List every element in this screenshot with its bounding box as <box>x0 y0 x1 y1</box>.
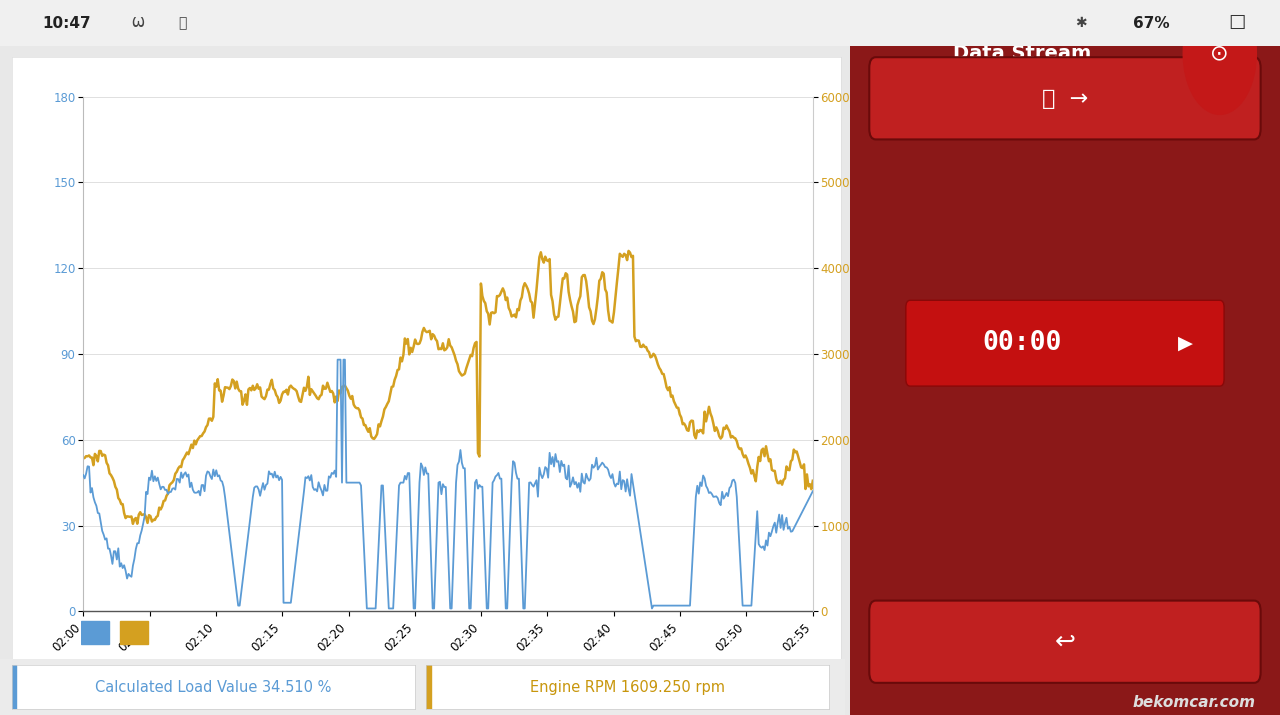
Bar <box>12 665 17 709</box>
Text: ⊙: ⊙ <box>1211 44 1229 64</box>
Bar <box>81 621 109 644</box>
Text: 00:00: 00:00 <box>982 330 1061 356</box>
FancyBboxPatch shape <box>869 601 1261 683</box>
Text: Calculated Load Value 34.510 %: Calculated Load Value 34.510 % <box>95 680 332 694</box>
Text: bekomcar.com: bekomcar.com <box>1133 695 1256 709</box>
Text: Data Stream: Data Stream <box>952 44 1091 63</box>
Text: ⧉  →: ⧉ → <box>1042 89 1088 109</box>
FancyBboxPatch shape <box>906 300 1224 386</box>
Text: Ѡ: Ѡ <box>132 16 145 30</box>
Bar <box>426 665 431 709</box>
Circle shape <box>1183 0 1257 114</box>
FancyBboxPatch shape <box>869 57 1261 139</box>
Text: ●: ● <box>1207 39 1231 68</box>
Text: ☐: ☐ <box>1229 14 1245 33</box>
Text: Engine RPM 1609.250 rpm: Engine RPM 1609.250 rpm <box>530 680 726 694</box>
Text: ⎗: ⎗ <box>178 16 187 30</box>
Text: 10:47: 10:47 <box>42 16 91 31</box>
Bar <box>119 621 148 644</box>
Text: ✱: ✱ <box>1075 16 1087 30</box>
Text: 67%: 67% <box>1133 16 1170 31</box>
Text: ▶: ▶ <box>1178 334 1193 352</box>
Text: ↩: ↩ <box>1055 629 1075 654</box>
